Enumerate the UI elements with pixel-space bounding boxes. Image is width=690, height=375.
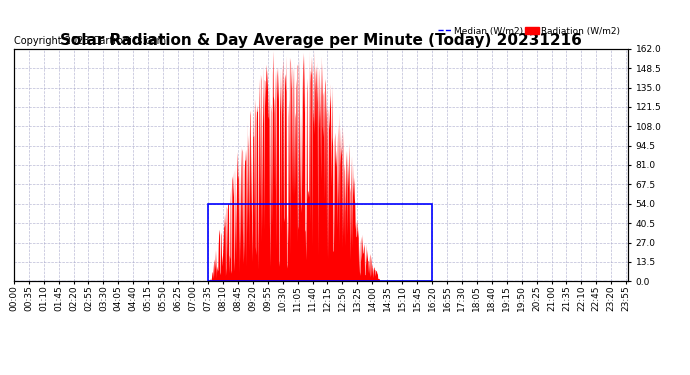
Bar bbox=[208, 204, 432, 281]
Title: Solar Radiation & Day Average per Minute (Today) 20231216: Solar Radiation & Day Average per Minute… bbox=[60, 33, 582, 48]
Legend: Median (W/m2), Radiation (W/m2): Median (W/m2), Radiation (W/m2) bbox=[435, 23, 623, 39]
Text: Copyright 2023 Cartronics.com: Copyright 2023 Cartronics.com bbox=[14, 36, 166, 46]
